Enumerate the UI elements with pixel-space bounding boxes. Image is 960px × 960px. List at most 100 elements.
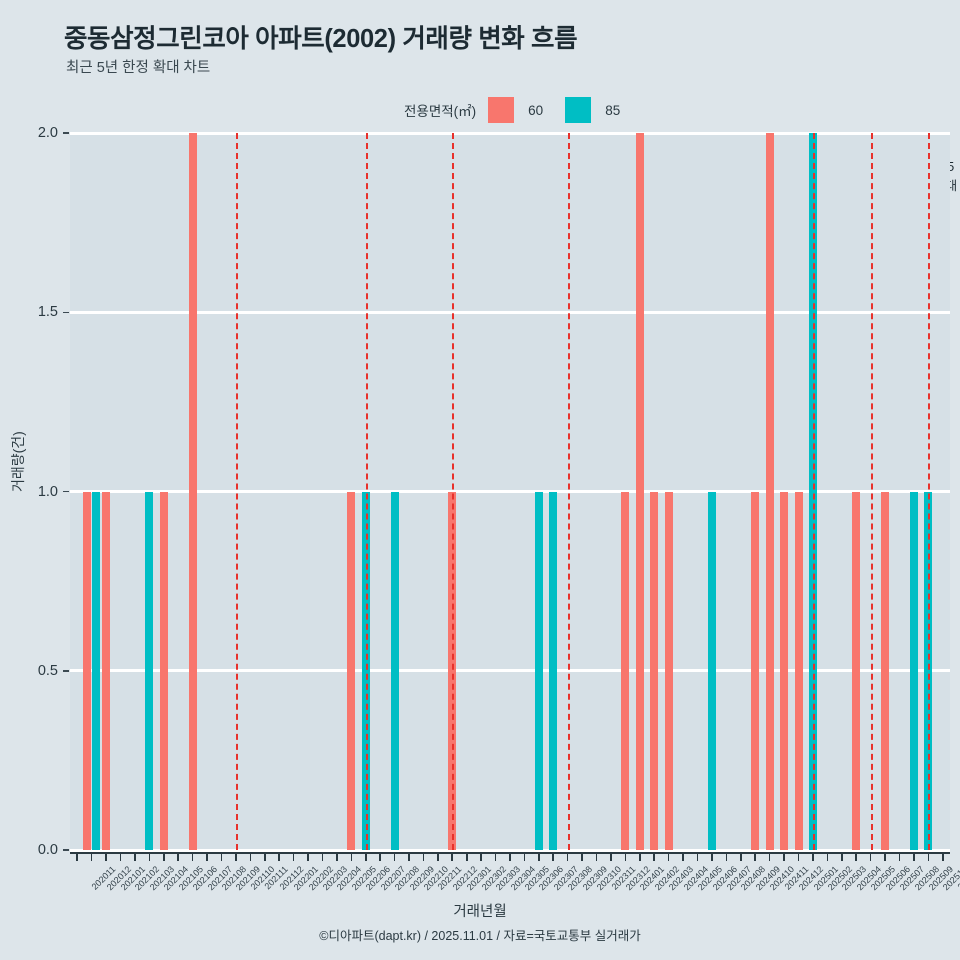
x-tick-mark	[639, 852, 641, 861]
x-axis-title: 거래년월	[453, 904, 507, 920]
x-tick-mark	[220, 852, 223, 861]
x-tick-mark	[696, 852, 699, 861]
x-tick-mark	[336, 852, 338, 861]
x-tick-mark	[653, 852, 656, 861]
x-tick-mark	[480, 852, 482, 861]
x-tick-mark	[913, 852, 915, 861]
x-tick-mark	[191, 852, 194, 861]
x-tick-mark	[552, 852, 555, 861]
page-title: 중동삼정그린코아 아파트(2002) 거래량 변화 흐름	[64, 25, 578, 53]
x-tick-mark	[422, 852, 425, 861]
x-tick-mark	[134, 852, 136, 861]
bar-60-202410[interactable]	[751, 491, 760, 850]
x-tick-mark	[841, 852, 843, 861]
bar-85-202012[interactable]	[92, 491, 101, 850]
x-tick-mark	[263, 852, 266, 861]
bar-60-202507[interactable]	[881, 491, 890, 850]
bar-60-202401[interactable]	[621, 491, 630, 850]
x-tick-mark	[812, 852, 814, 861]
bar-60-202012[interactable]	[83, 491, 92, 850]
event-line-202110	[235, 133, 238, 850]
x-tick-mark	[119, 852, 122, 861]
bar-60-202107[interactable]	[188, 133, 197, 850]
plot-area	[70, 131, 950, 852]
x-tick-mark	[494, 852, 497, 861]
event-line-202207	[365, 133, 368, 850]
event-line-202301	[452, 133, 455, 850]
y-tick-label: 0.0	[37, 842, 58, 858]
gridline	[70, 131, 950, 135]
x-tick-mark	[249, 852, 252, 861]
x-tick-mark	[826, 852, 829, 861]
x-tick-mark	[148, 852, 151, 861]
x-tick-mark	[711, 852, 713, 861]
chart-caption: ©디아파트(dapt.kr) / 2025.11.01 / 자료=국토교통부 실…	[319, 929, 641, 943]
legend-swatch-85	[565, 97, 592, 123]
y-tick-mark	[63, 311, 69, 313]
x-tick-mark	[682, 852, 684, 861]
x-tick-mark	[610, 852, 612, 861]
bar-85-202209[interactable]	[390, 491, 399, 850]
x-tick-mark	[76, 852, 78, 861]
bar-60-202505[interactable]	[852, 491, 861, 850]
gridline	[70, 310, 950, 314]
x-tick-mark	[884, 852, 886, 861]
legend-item-85[interactable]: 85	[565, 97, 642, 123]
y-tick-label: 2.0	[37, 125, 58, 141]
x-tick-mark	[465, 852, 468, 861]
legend-label-85: 85	[605, 102, 621, 118]
bar-60-202404[interactable]	[664, 491, 673, 850]
x-tick-mark	[321, 852, 324, 861]
x-tick-mark	[869, 852, 872, 861]
x-tick-mark	[451, 852, 454, 861]
plot-panel	[70, 131, 950, 852]
x-tick-mark	[595, 852, 598, 861]
y-tick-mark	[63, 849, 69, 851]
bar-85-202104[interactable]	[145, 491, 154, 850]
x-tick-mark	[379, 852, 381, 861]
legend-swatch-60	[488, 97, 515, 123]
x-tick-mark	[292, 852, 295, 861]
event-line-202506	[870, 133, 873, 850]
x-tick-mark	[566, 852, 569, 861]
event-line-202502	[812, 133, 815, 850]
bar-85-202509[interactable]	[909, 491, 918, 850]
legend: 전용면적(㎡) 60 85	[404, 96, 642, 124]
page-subtitle: 최근 5년 한정 확대 차트	[66, 60, 211, 76]
x-tick-mark	[235, 852, 237, 861]
event-line-202510	[928, 133, 931, 850]
bar-85-202307[interactable]	[534, 491, 543, 850]
x-tick-mark	[408, 852, 410, 861]
gridline	[70, 490, 950, 493]
legend-title: 전용면적(㎡)	[404, 104, 477, 119]
x-tick-mark	[855, 852, 858, 861]
x-tick-mark	[754, 852, 757, 861]
bar-60-202403[interactable]	[650, 491, 659, 850]
y-tick-mark	[63, 132, 69, 134]
bar-60-202412[interactable]	[780, 491, 789, 850]
x-tick-mark	[927, 852, 930, 861]
y-tick-mark	[63, 670, 69, 672]
x-tick-mark	[898, 852, 901, 861]
x-tick-mark	[667, 852, 670, 861]
x-tick-mark	[523, 852, 526, 861]
bar-60-202501[interactable]	[794, 491, 803, 850]
bar-60-202402[interactable]	[635, 133, 644, 850]
bar-60-202105[interactable]	[159, 491, 168, 850]
gridline	[70, 848, 950, 852]
legend-item-60[interactable]: 60	[488, 97, 565, 123]
bar-85-202308[interactable]	[549, 491, 558, 850]
x-tick-mark	[162, 852, 165, 861]
bar-60-202206[interactable]	[347, 491, 356, 850]
x-tick-mark	[509, 852, 511, 861]
y-tick-label: 1.0	[37, 483, 58, 500]
y-tick-label: 1.5	[37, 304, 58, 321]
x-tick-mark	[725, 852, 728, 861]
bar-85-202407[interactable]	[707, 491, 716, 850]
bar-60-202101[interactable]	[102, 491, 111, 850]
x-tick-mark	[797, 852, 800, 861]
x-tick-mark	[538, 852, 540, 861]
x-tick-mark	[768, 852, 771, 861]
bar-60-202411[interactable]	[765, 133, 774, 850]
